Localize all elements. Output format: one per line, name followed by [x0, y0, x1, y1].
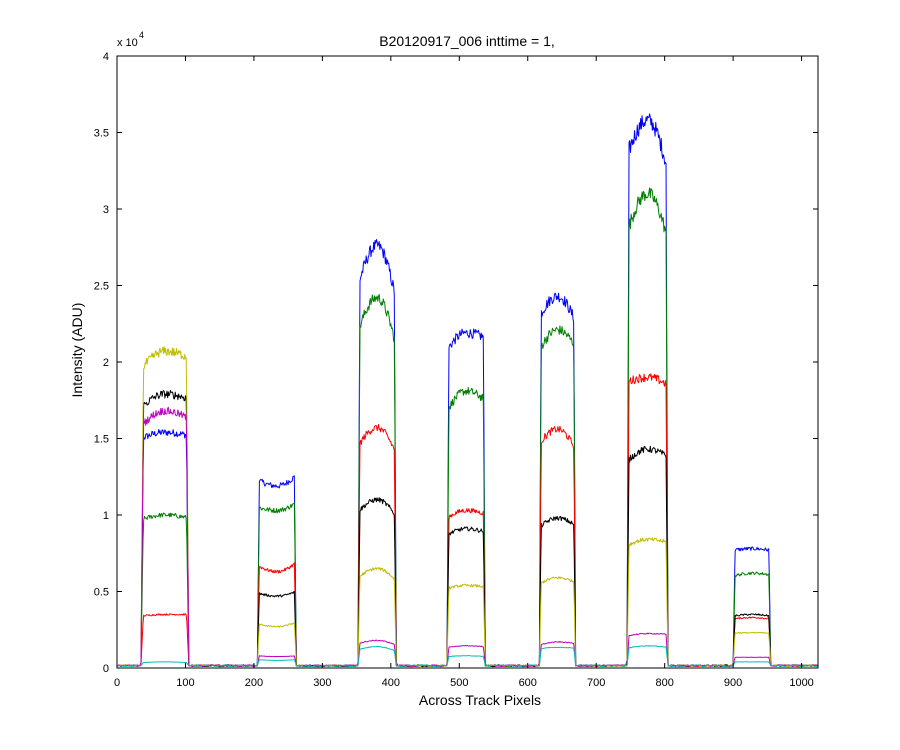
y-axis-label: Intensity (ADU): [69, 303, 85, 398]
y-tick-label: 1: [103, 510, 109, 522]
y-axis-ticks: 0 0.5 1 1.5 2 2.5 3 3.5 4: [94, 51, 818, 675]
x-tick-label: 100: [176, 677, 194, 689]
y-tick-label: 4: [103, 51, 109, 63]
x-tick-label: 800: [655, 677, 673, 689]
x-tick-label: 200: [245, 677, 263, 689]
y-tick-label: 1.5: [94, 434, 109, 446]
x-tick-label: 400: [382, 677, 400, 689]
x-axis-label: Across Track Pixels: [419, 692, 541, 708]
y-tick-label: 2: [103, 357, 109, 369]
series-line-6: [117, 645, 818, 668]
y-tick-label: 3: [103, 204, 109, 216]
x-tick-label: 1000: [789, 677, 813, 689]
y-tick-label: 3.5: [94, 128, 109, 140]
y-tick-label: 0.5: [94, 587, 109, 599]
series-lines: [117, 113, 818, 668]
y-tick-label: 0: [103, 663, 109, 675]
x-tick-label: 700: [587, 677, 605, 689]
x-axis-ticks: 0 100 200 300 400 500 600 700 800 900 1000: [114, 56, 814, 689]
x-tick-label: 600: [519, 677, 537, 689]
x-tick-label: 500: [450, 677, 468, 689]
y-multiplier-exponent: 4: [139, 30, 144, 40]
x-tick-label: 900: [724, 677, 742, 689]
y-tick-label: 2.5: [94, 281, 109, 293]
y-multiplier-label: x 10: [117, 37, 138, 49]
chart-title: B20120917_006 inttime = 1,: [379, 33, 555, 49]
x-tick-label: 0: [114, 677, 120, 689]
x-tick-label: 300: [313, 677, 331, 689]
